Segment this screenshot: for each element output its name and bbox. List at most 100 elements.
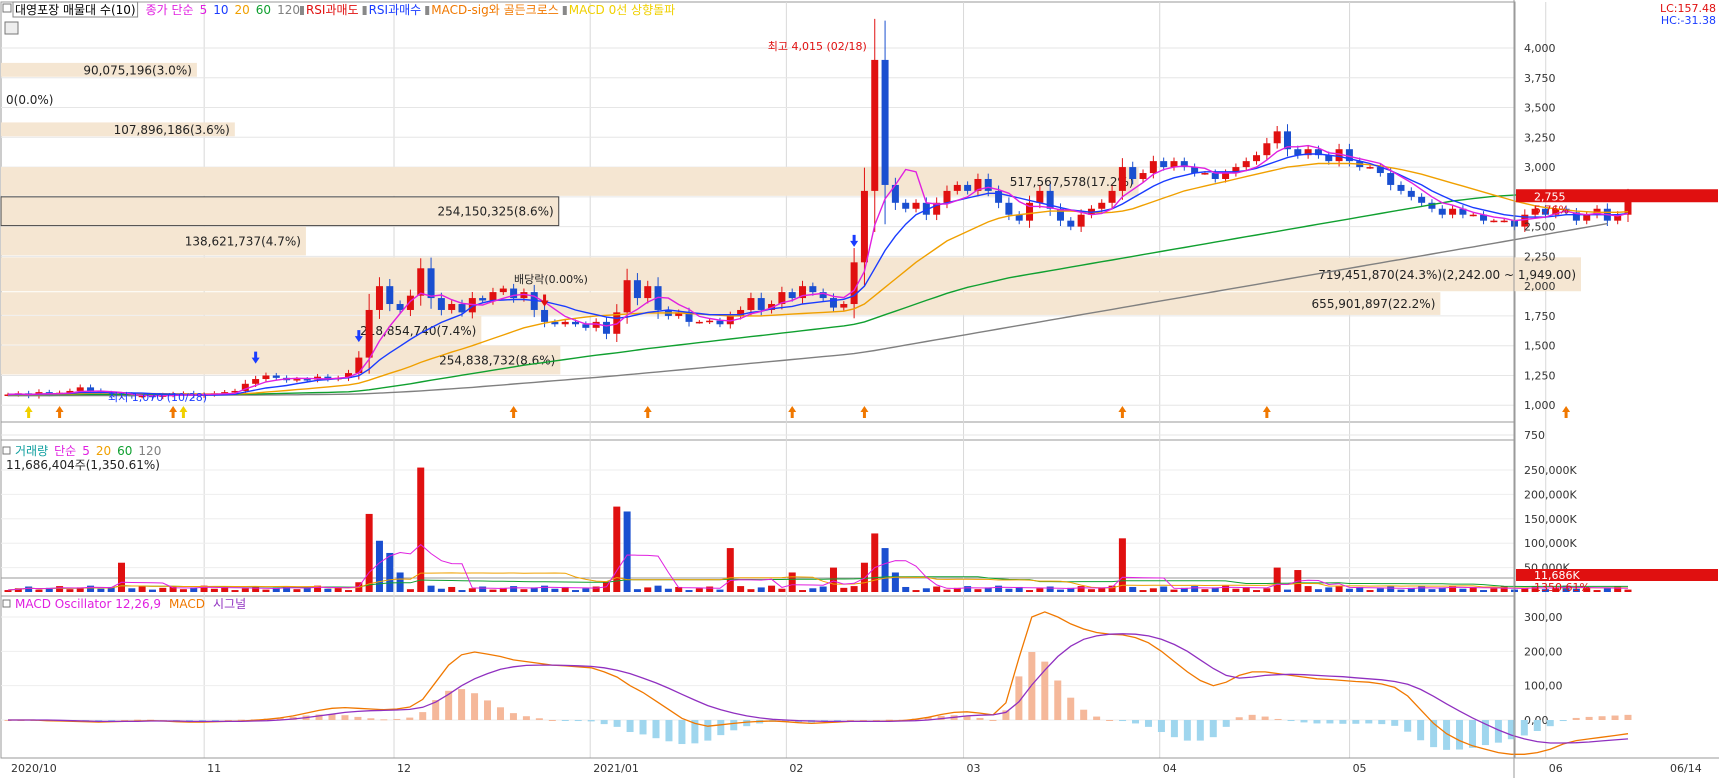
macd-legend-item[interactable]: MACD Oscillator 12,26,9 (15, 597, 161, 611)
macd-oscillator-bar (691, 720, 699, 744)
price-legend-item[interactable]: 5 (200, 3, 208, 17)
macd-oscillator-bar (496, 707, 504, 720)
volume-profile-bar[interactable] (1, 122, 235, 137)
macd-oscillator-bar (665, 720, 673, 742)
volume-profile-label: 254,838,732(8.6%) (439, 354, 555, 368)
candle-body (953, 184, 961, 191)
volume-bar (1583, 586, 1591, 592)
candle-body (561, 321, 569, 325)
volume-bar (303, 587, 311, 592)
candle-body (365, 309, 373, 358)
volume-bar (1046, 586, 1054, 592)
price-legend-item[interactable]: 대영포장 매물대 수(10) (15, 3, 136, 17)
candle-body (1418, 196, 1426, 203)
volume-bar (1428, 589, 1436, 592)
macd-oscillator-bar (1157, 720, 1165, 733)
price-legend-item[interactable]: 종가 단순 (146, 3, 194, 17)
volume-legend-item[interactable]: 거래량 (15, 444, 48, 458)
volume-tick-label: 200,000K (1524, 488, 1577, 501)
candle-body (881, 59, 889, 185)
price-legend-item[interactable]: 10 (213, 3, 228, 17)
macd-legend-item[interactable]: MACD (169, 597, 205, 611)
volume-bar (56, 586, 64, 592)
volume-bar (148, 589, 156, 592)
macd-oscillator-bar (1170, 720, 1178, 738)
volume-bar (871, 533, 879, 592)
volume-bar (850, 586, 858, 592)
volume-legend-item[interactable]: 20 (96, 444, 111, 458)
volume-profile-bar[interactable] (1, 226, 306, 256)
candle-body (902, 202, 910, 209)
candle-body (324, 376, 332, 380)
macd-oscillator-bar (743, 720, 751, 727)
volume-profile-bar[interactable] (1, 315, 482, 345)
price-tick-label: 3,250 (1524, 131, 1556, 144)
volume-panel-toggle-icon[interactable] (2, 446, 11, 455)
volume-profile-bar[interactable] (1, 292, 1441, 315)
candle-body (860, 190, 868, 263)
volume-profile-label: 90,075,196(3.0%) (83, 63, 192, 77)
candle-body (1624, 196, 1632, 215)
price-legend-item[interactable]: 120 (277, 3, 300, 17)
indicator-table-icon[interactable] (4, 21, 19, 35)
volume-bar (664, 588, 672, 592)
candle-body (87, 387, 95, 391)
macd-oscillator-bar (1080, 709, 1088, 720)
price-legend-item[interactable]: RSI과매수 (369, 3, 422, 17)
volume-bar (943, 589, 951, 592)
volume-bar (159, 587, 167, 592)
volume-bar (572, 590, 580, 592)
volume-bar (1056, 589, 1064, 592)
macd-oscillator-bar (1067, 697, 1075, 720)
macd-panel-toggle-icon[interactable] (2, 599, 11, 608)
volume-bar (231, 590, 239, 592)
candle-body (602, 321, 610, 334)
volume-legend-item[interactable]: 120 (138, 444, 161, 458)
macd-oscillator-bar (224, 720, 232, 721)
price-legend-item[interactable]: MACD-sig와 골든크로스 (431, 3, 559, 17)
x-tick-label: 12 (397, 762, 411, 775)
x-tick-label: 2020/10 (11, 762, 57, 775)
volume-profile-bar[interactable] (1, 62, 197, 77)
candle-body (1160, 161, 1168, 168)
volume-profile-bar[interactable] (0, 196, 560, 227)
legend-separator (299, 6, 304, 15)
signal-arrow-icon (1562, 406, 1571, 418)
volume-legend-item[interactable]: 단순 (54, 444, 76, 458)
volume-ma20-line (7, 572, 1629, 591)
volume-bar (345, 590, 353, 592)
candle-body (345, 373, 353, 378)
price-legend-item[interactable]: 60 (256, 3, 271, 17)
macd-oscillator-bar (1443, 720, 1451, 750)
macd-legend-item[interactable]: 시그널 (213, 597, 246, 611)
macd-oscillator-bar (1326, 720, 1334, 724)
volume-tick-label: 100,000K (1524, 537, 1577, 550)
volume-bar (427, 585, 435, 592)
macd-oscillator-bar (1235, 717, 1243, 720)
candle-body (1335, 149, 1343, 162)
price-tick-label: 2,500 (1524, 221, 1556, 234)
volume-profile-bar[interactable] (1, 345, 561, 375)
candle-body (138, 395, 146, 398)
panel-toggle-icon[interactable] (2, 3, 12, 13)
macd-oscillator-bar (108, 720, 116, 721)
candle-body (551, 321, 559, 325)
candle-body (293, 379, 301, 381)
volume-bar (1005, 588, 1013, 592)
volume-bar (541, 585, 549, 592)
x-tick-label: 11 (207, 762, 221, 775)
macd-oscillator-bar (1248, 714, 1256, 720)
signal-arrow-icon (860, 406, 869, 418)
volume-profile-label: 107,896,186(3.6%) (114, 123, 230, 137)
macd-oscillator-bar (1456, 720, 1464, 750)
price-legend-item[interactable]: MACD 0선 상향돌파 (569, 3, 675, 17)
volume-legend-item[interactable]: 5 (82, 444, 90, 458)
price-legend-item[interactable]: 20 (235, 3, 250, 17)
volume-legend-item[interactable]: 60 (117, 444, 132, 458)
macd-oscillator-bar (1274, 718, 1282, 720)
macd-oscillator-bar (587, 720, 595, 722)
price-legend-item[interactable]: RSI과매도 (306, 3, 359, 17)
volume-bar (551, 588, 559, 592)
x-tick-label: 02 (789, 762, 803, 775)
volume-bar (1614, 586, 1622, 592)
